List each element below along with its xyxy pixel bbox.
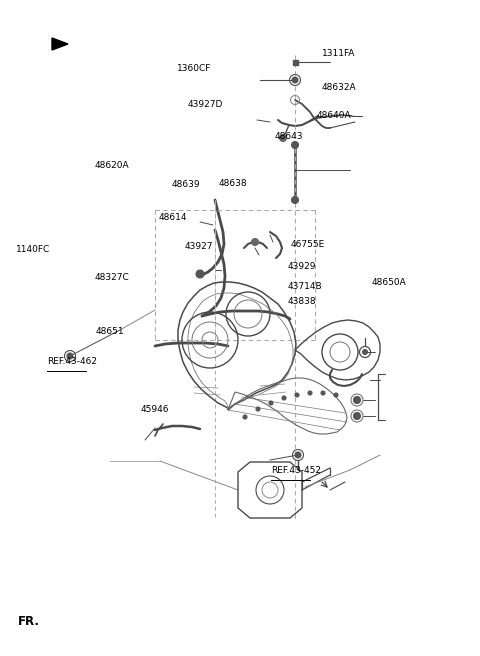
Bar <box>292 60 298 64</box>
Text: REF.43-452: REF.43-452 <box>271 466 321 475</box>
Text: 48639: 48639 <box>172 180 201 190</box>
Circle shape <box>362 350 368 354</box>
Text: 43927D: 43927D <box>187 100 223 110</box>
Circle shape <box>243 415 247 419</box>
Text: 48643: 48643 <box>275 132 303 141</box>
Circle shape <box>196 270 204 278</box>
Text: 48614: 48614 <box>158 213 187 222</box>
Circle shape <box>67 353 73 359</box>
Circle shape <box>269 401 273 405</box>
Text: 43927: 43927 <box>185 242 213 251</box>
Text: FR.: FR. <box>18 615 40 628</box>
Text: 43929: 43929 <box>288 262 316 271</box>
Text: 48632A: 48632A <box>322 83 356 92</box>
Text: 1360CF: 1360CF <box>177 64 211 73</box>
Circle shape <box>353 396 360 403</box>
Circle shape <box>282 396 286 400</box>
Text: 43714B: 43714B <box>288 282 323 291</box>
Circle shape <box>291 142 299 148</box>
Circle shape <box>353 413 360 419</box>
Circle shape <box>291 197 299 203</box>
Text: REF.43-462: REF.43-462 <box>47 357 97 366</box>
Text: 48327C: 48327C <box>95 273 129 282</box>
Circle shape <box>279 134 287 142</box>
Circle shape <box>256 407 260 411</box>
Text: 48638: 48638 <box>218 179 247 188</box>
Circle shape <box>252 239 259 245</box>
Circle shape <box>334 393 338 397</box>
Circle shape <box>321 391 325 395</box>
Text: 48640A: 48640A <box>317 111 351 120</box>
Polygon shape <box>52 38 68 50</box>
Circle shape <box>308 391 312 395</box>
Text: 43838: 43838 <box>288 297 317 306</box>
Text: 46755E: 46755E <box>290 239 324 249</box>
Circle shape <box>295 452 301 458</box>
Text: 48620A: 48620A <box>95 161 130 170</box>
Text: 48651: 48651 <box>96 327 125 336</box>
Text: 1140FC: 1140FC <box>16 245 50 254</box>
Text: 1311FA: 1311FA <box>322 49 355 58</box>
Text: 48650A: 48650A <box>372 277 407 287</box>
Text: 45946: 45946 <box>141 405 169 415</box>
Circle shape <box>295 393 299 397</box>
Circle shape <box>292 77 298 83</box>
